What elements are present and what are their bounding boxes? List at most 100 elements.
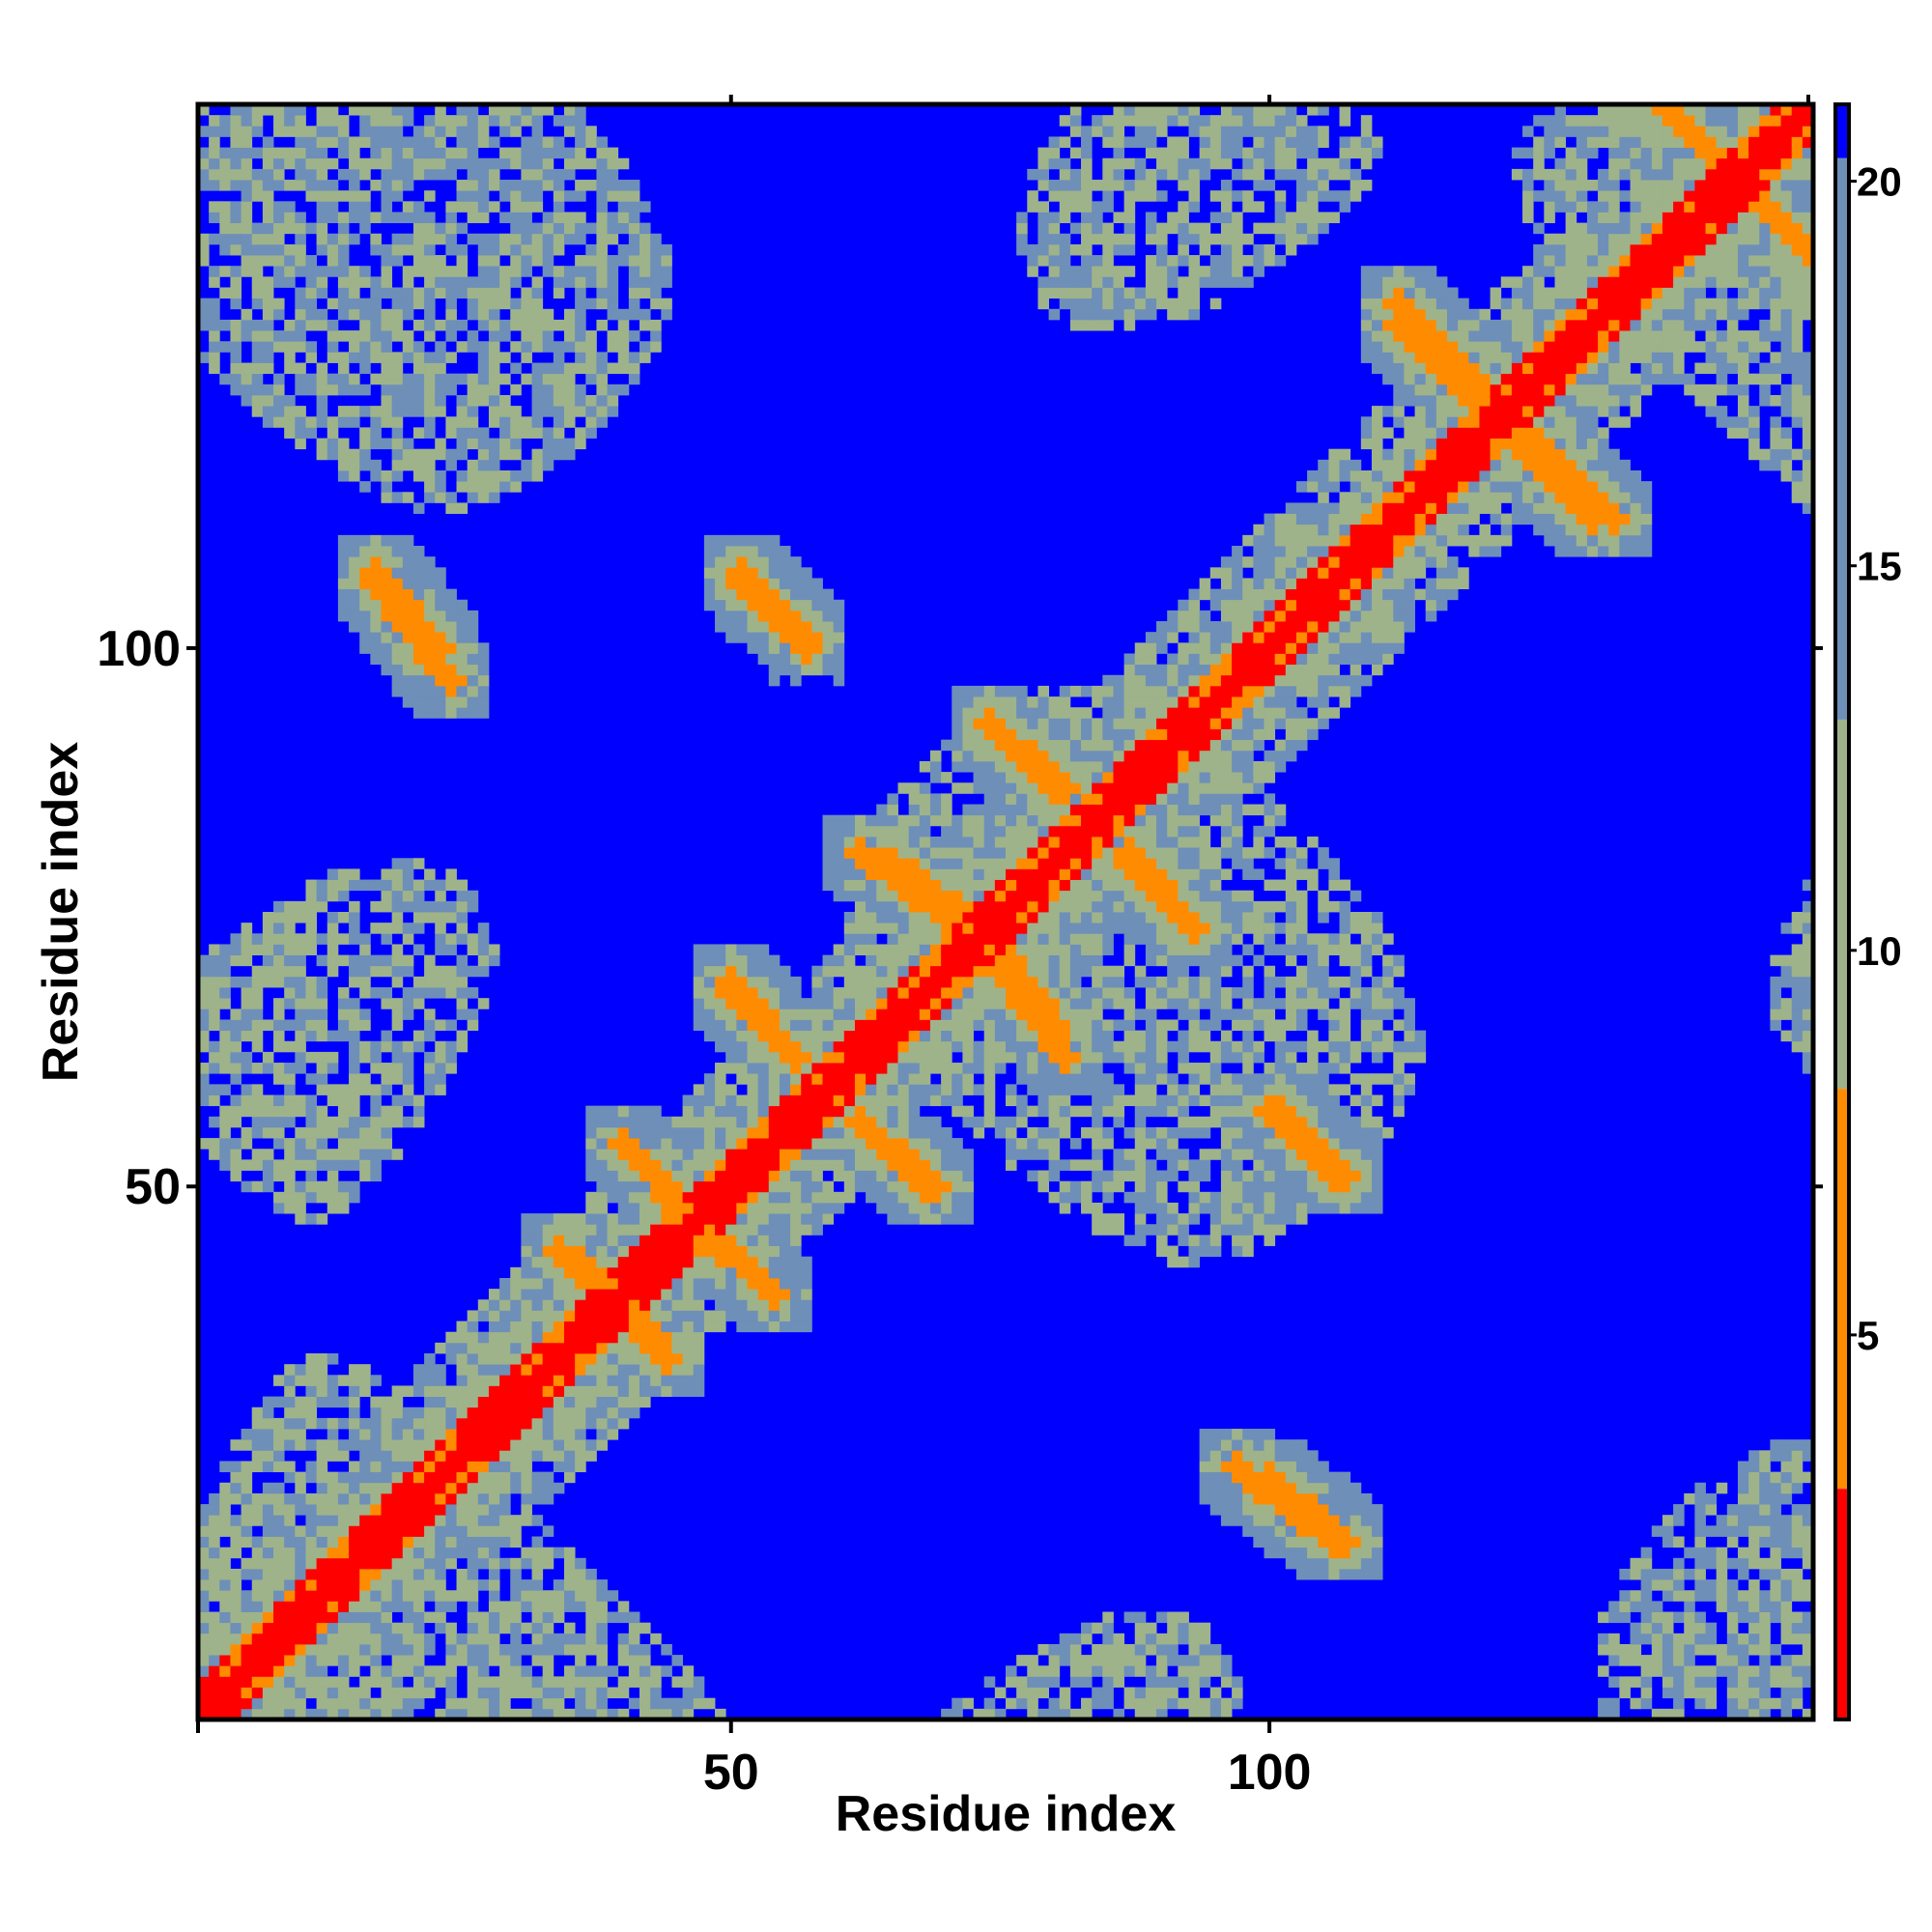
heatmap-cell xyxy=(435,1375,446,1386)
heatmap-cell xyxy=(531,1601,544,1612)
heatmap-cell xyxy=(929,998,942,1009)
heatmap-cell xyxy=(445,319,457,331)
heatmap-cell xyxy=(273,1094,285,1107)
heatmap-cell xyxy=(349,1622,360,1634)
heatmap-cell xyxy=(779,1030,791,1042)
heatmap-cell xyxy=(273,1191,285,1204)
heatmap-cell xyxy=(488,308,500,321)
heatmap-cell xyxy=(531,147,544,159)
heatmap-cell xyxy=(682,1342,695,1354)
heatmap-cell xyxy=(273,1579,285,1591)
heatmap-cell xyxy=(983,998,996,1009)
heatmap-cell xyxy=(391,1396,404,1408)
heatmap-cell xyxy=(349,1019,360,1032)
heatmap-cell xyxy=(962,836,974,848)
heatmap-cell xyxy=(768,1094,781,1107)
heatmap-cell xyxy=(445,1633,457,1645)
heatmap-cell xyxy=(262,255,274,267)
heatmap-cell xyxy=(725,1040,737,1053)
heatmap-cell xyxy=(1006,718,1017,729)
heatmap-cell xyxy=(349,567,360,579)
heatmap-cell xyxy=(897,1170,910,1182)
heatmap-cell xyxy=(477,1417,490,1430)
heatmap-cell xyxy=(747,987,759,999)
heatmap-cell xyxy=(617,1180,630,1193)
heatmap-cell xyxy=(919,1051,931,1064)
heatmap-cell xyxy=(736,610,748,622)
heatmap-cell xyxy=(736,1289,748,1300)
heatmap-cell xyxy=(305,1611,318,1624)
heatmap-cell xyxy=(337,406,350,417)
heatmap-cell xyxy=(381,599,393,611)
heatmap-cell xyxy=(983,793,996,805)
heatmap-cell xyxy=(241,1105,253,1118)
heatmap-cell xyxy=(412,384,425,396)
heatmap-cell xyxy=(671,1676,683,1688)
heatmap-cell xyxy=(477,201,490,213)
heatmap-cell xyxy=(628,1622,640,1634)
heatmap-cell xyxy=(575,1579,586,1591)
heatmap-cell xyxy=(209,1094,220,1107)
heatmap-cell xyxy=(553,1601,565,1612)
heatmap-cell xyxy=(811,621,823,633)
heatmap-cell xyxy=(456,653,469,666)
heatmap-cell xyxy=(854,890,867,902)
heatmap-cell xyxy=(833,1191,845,1204)
heatmap-cell xyxy=(402,1547,414,1559)
heatmap-cell xyxy=(1069,685,1082,697)
heatmap-cell xyxy=(262,1417,274,1430)
heatmap-cell xyxy=(757,1030,770,1042)
heatmap-cell xyxy=(412,298,425,310)
heatmap-cell xyxy=(359,1633,371,1645)
heatmap-cell xyxy=(391,1579,404,1591)
heatmap-cell xyxy=(768,1180,781,1193)
heatmap-cell xyxy=(391,136,404,148)
heatmap-cell xyxy=(510,212,522,224)
heatmap-cell xyxy=(316,1622,328,1634)
heatmap-cell xyxy=(919,760,931,773)
heatmap-cell xyxy=(316,1375,328,1386)
heatmap-cell xyxy=(477,944,490,955)
heatmap-cell xyxy=(349,352,360,363)
heatmap-cell xyxy=(521,1213,532,1225)
heatmap-cell xyxy=(412,1094,425,1107)
heatmap-cell xyxy=(585,362,597,375)
heatmap-cell xyxy=(994,1687,1007,1699)
heatmap-cell xyxy=(402,890,414,902)
heatmap-cell xyxy=(757,1321,770,1333)
heatmap-cell xyxy=(273,243,285,256)
heatmap-cell xyxy=(1081,1051,1093,1064)
heatmap-cell xyxy=(349,459,360,471)
heatmap-cell xyxy=(477,212,490,224)
heatmap-cell xyxy=(1102,1073,1114,1085)
heatmap-cell xyxy=(671,1170,683,1182)
heatmap-cell xyxy=(822,954,835,967)
heatmap-cell xyxy=(1048,933,1061,945)
heatmap-cell xyxy=(790,1310,802,1321)
heatmap-cell xyxy=(510,233,522,245)
heatmap-cell xyxy=(542,1450,554,1462)
heatmap-cell xyxy=(973,1063,985,1074)
heatmap-cell xyxy=(316,319,328,331)
heatmap-cell xyxy=(337,868,350,880)
heatmap-cell xyxy=(327,1633,339,1645)
heatmap-cell xyxy=(209,1009,220,1020)
heatmap-cell xyxy=(585,1406,597,1419)
heatmap-cell xyxy=(801,1180,812,1193)
heatmap-cell xyxy=(952,944,963,955)
heatmap-cell xyxy=(521,308,532,321)
heatmap-cell xyxy=(284,1655,296,1666)
heatmap-cell xyxy=(230,104,242,116)
heatmap-cell xyxy=(736,1277,748,1290)
heatmap-cell xyxy=(617,243,630,256)
heatmap-cell xyxy=(779,998,791,1009)
heatmap-cell xyxy=(1048,782,1061,794)
heatmap-cell xyxy=(617,362,630,375)
heatmap-cell xyxy=(1048,836,1061,848)
heatmap-cell xyxy=(488,157,500,170)
heatmap-cell xyxy=(1016,998,1028,1009)
heatmap-cell xyxy=(370,243,382,256)
heatmap-cell xyxy=(402,1557,414,1570)
heatmap-cell xyxy=(768,1245,781,1258)
